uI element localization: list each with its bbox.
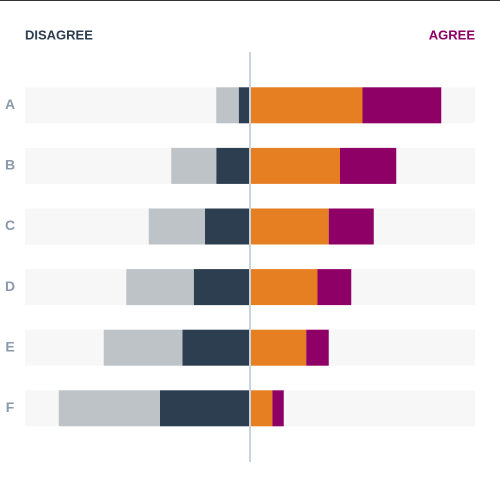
bar-segment — [250, 390, 273, 427]
bar-segment — [306, 329, 329, 366]
bar-segment — [193, 269, 250, 306]
top-border — [0, 0, 500, 1]
bar-segment — [362, 87, 442, 124]
bar-segment — [160, 390, 250, 427]
bar-segment — [103, 329, 183, 366]
category-label: B — [5, 157, 15, 173]
category-label: E — [5, 338, 14, 354]
bar-segment — [148, 208, 205, 245]
bar-segment — [238, 87, 250, 124]
bar-segment — [58, 390, 160, 427]
bar-segment — [250, 208, 329, 245]
bar-segment — [250, 269, 318, 306]
category-label: F — [6, 399, 15, 415]
category-label: C — [5, 217, 15, 233]
bar-segment — [317, 269, 352, 306]
bar-segment — [250, 147, 340, 184]
agree-label: AGREE — [429, 27, 476, 42]
bar-segment — [171, 147, 217, 184]
bar-segment — [250, 329, 307, 366]
bar-segment — [216, 87, 239, 124]
bar-segment — [126, 269, 194, 306]
bar-segment — [182, 329, 250, 366]
disagree-label: DISAGREE — [25, 27, 93, 42]
bar-segment — [340, 147, 397, 184]
bar-segment — [272, 390, 284, 427]
bar-segment — [216, 147, 250, 184]
category-label: A — [5, 96, 15, 112]
bar-segment — [250, 87, 363, 124]
category-label: D — [5, 278, 15, 294]
bar-segment — [328, 208, 374, 245]
bar-segment — [205, 208, 250, 245]
